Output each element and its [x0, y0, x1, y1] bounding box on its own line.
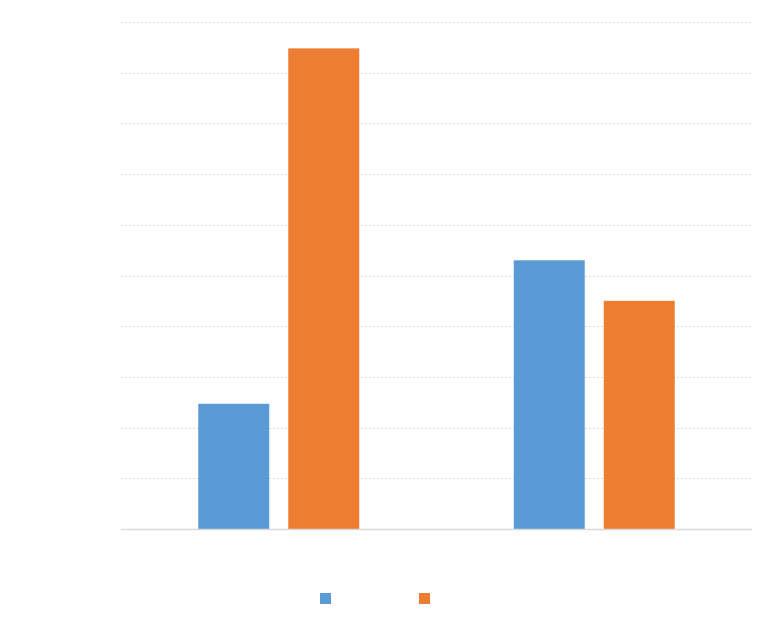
bars [198, 48, 675, 529]
legend [320, 593, 430, 604]
bar-series-2-category-1 [288, 48, 360, 529]
legend-swatch-series-1 [320, 593, 331, 604]
legend-swatch-series-2 [419, 593, 430, 604]
bar-series-1-category-2 [513, 260, 585, 529]
bar-series-1-category-1 [198, 403, 270, 529]
bar-series-2-category-2 [603, 300, 675, 529]
